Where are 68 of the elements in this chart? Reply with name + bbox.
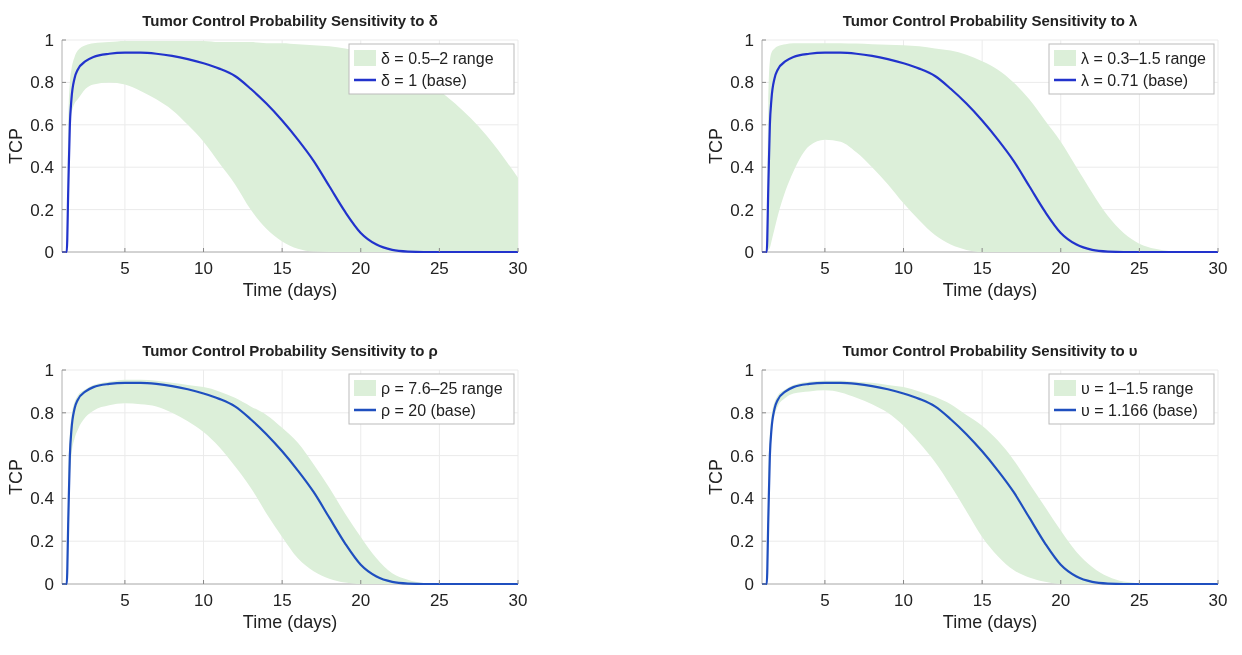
x-tick-label: 25: [1129, 591, 1149, 610]
y-tick-label: 0.6: [30, 115, 54, 135]
legend-label: δ = 1 (base): [381, 72, 467, 89]
y-tick-label: 0: [44, 243, 54, 262]
y-tick-label: 0.8: [30, 73, 54, 93]
legend-label: ρ = 20 (base): [381, 402, 476, 419]
y-tick-label: 0.4: [730, 158, 754, 178]
y-tick-label: 0: [744, 575, 754, 594]
annotation: ρ = 7.6–25 range: [381, 380, 503, 397]
legend-label: λ = 0.71 (base): [1081, 72, 1189, 89]
chart-title: Tumor Control Probability Sensitivity to λ: [842, 12, 1139, 29]
y-tick-label: 1: [744, 361, 754, 380]
y-axis-title: TCP: [706, 128, 726, 164]
x-tick-label: 5: [120, 259, 130, 278]
y-tick-label: 0.4: [30, 489, 54, 509]
x-tick-label: 10: [194, 591, 213, 610]
annotation: δ = 0.5–2 range: [381, 50, 494, 67]
chart-title: Tumor Control Probability Sensitivity to υ: [842, 342, 1138, 359]
y-axis-title: TCP: [6, 128, 26, 164]
x-tick-label: 20: [351, 259, 371, 278]
y-tick-label: 0.8: [30, 403, 54, 423]
x-axis-title: Time (days): [942, 612, 1038, 632]
x-axis-title: Time (days): [242, 280, 338, 300]
x-tick-label: 30: [1208, 259, 1228, 278]
x-axis-title: Time (days): [942, 280, 1038, 300]
x-tick-label: 5: [820, 259, 830, 278]
x-tick-label: 15: [272, 259, 292, 278]
x-tick-label: 25: [429, 259, 449, 278]
x-tick-label: 5: [820, 591, 830, 610]
annotation: λ = 0.3–1.5 range: [1081, 50, 1207, 67]
y-tick-label: 1: [744, 31, 754, 50]
y-axis-title: TCP: [706, 459, 726, 495]
x-tick-label: 5: [120, 591, 130, 610]
x-tick-label: 30: [508, 259, 528, 278]
x-tick-label: 20: [351, 591, 371, 610]
x-axis-title: Time (days): [242, 612, 338, 632]
y-tick-label: 0.6: [730, 115, 754, 135]
x-tick-label: 20: [1051, 591, 1071, 610]
y-tick-label: 0.8: [730, 403, 754, 423]
x-tick-label: 30: [1208, 591, 1228, 610]
annotation: υ = 1–1.5 range: [1081, 380, 1194, 397]
x-tick-label: 10: [894, 591, 913, 610]
y-tick-label: 0.4: [30, 158, 54, 178]
y-tick-label: 0.4: [730, 489, 754, 509]
chart-title: Tumor Control Probability Sensitivity to ρ: [142, 342, 438, 359]
y-tick-label: 0.2: [30, 532, 54, 552]
y-tick-label: 0.6: [30, 446, 54, 466]
y-tick-label: 0: [744, 243, 754, 262]
x-tick-label: 10: [894, 259, 913, 278]
y-axis-title: TCP: [6, 459, 26, 495]
y-tick-label: 0.8: [730, 73, 754, 93]
x-tick-label: 15: [272, 591, 292, 610]
y-tick-label: 0.2: [730, 532, 754, 552]
x-tick-label: 25: [429, 591, 449, 610]
y-tick-label: 1: [44, 31, 54, 50]
y-tick-label: 0.6: [730, 446, 754, 466]
x-tick-label: 20: [1051, 259, 1071, 278]
x-tick-label: 30: [508, 591, 528, 610]
x-tick-label: 15: [972, 591, 992, 610]
y-tick-label: 1: [44, 361, 54, 380]
y-tick-label: 0.2: [730, 200, 754, 220]
chart-title: Tumor Control Probability Sensitivity to δ: [142, 12, 438, 29]
x-tick-label: 15: [972, 259, 992, 278]
y-tick-label: 0.2: [30, 200, 54, 220]
x-tick-label: 25: [1129, 259, 1149, 278]
x-tick-label: 10: [194, 259, 213, 278]
y-tick-label: 0: [44, 575, 54, 594]
legend-label: υ = 1.166 (base): [1081, 402, 1198, 419]
